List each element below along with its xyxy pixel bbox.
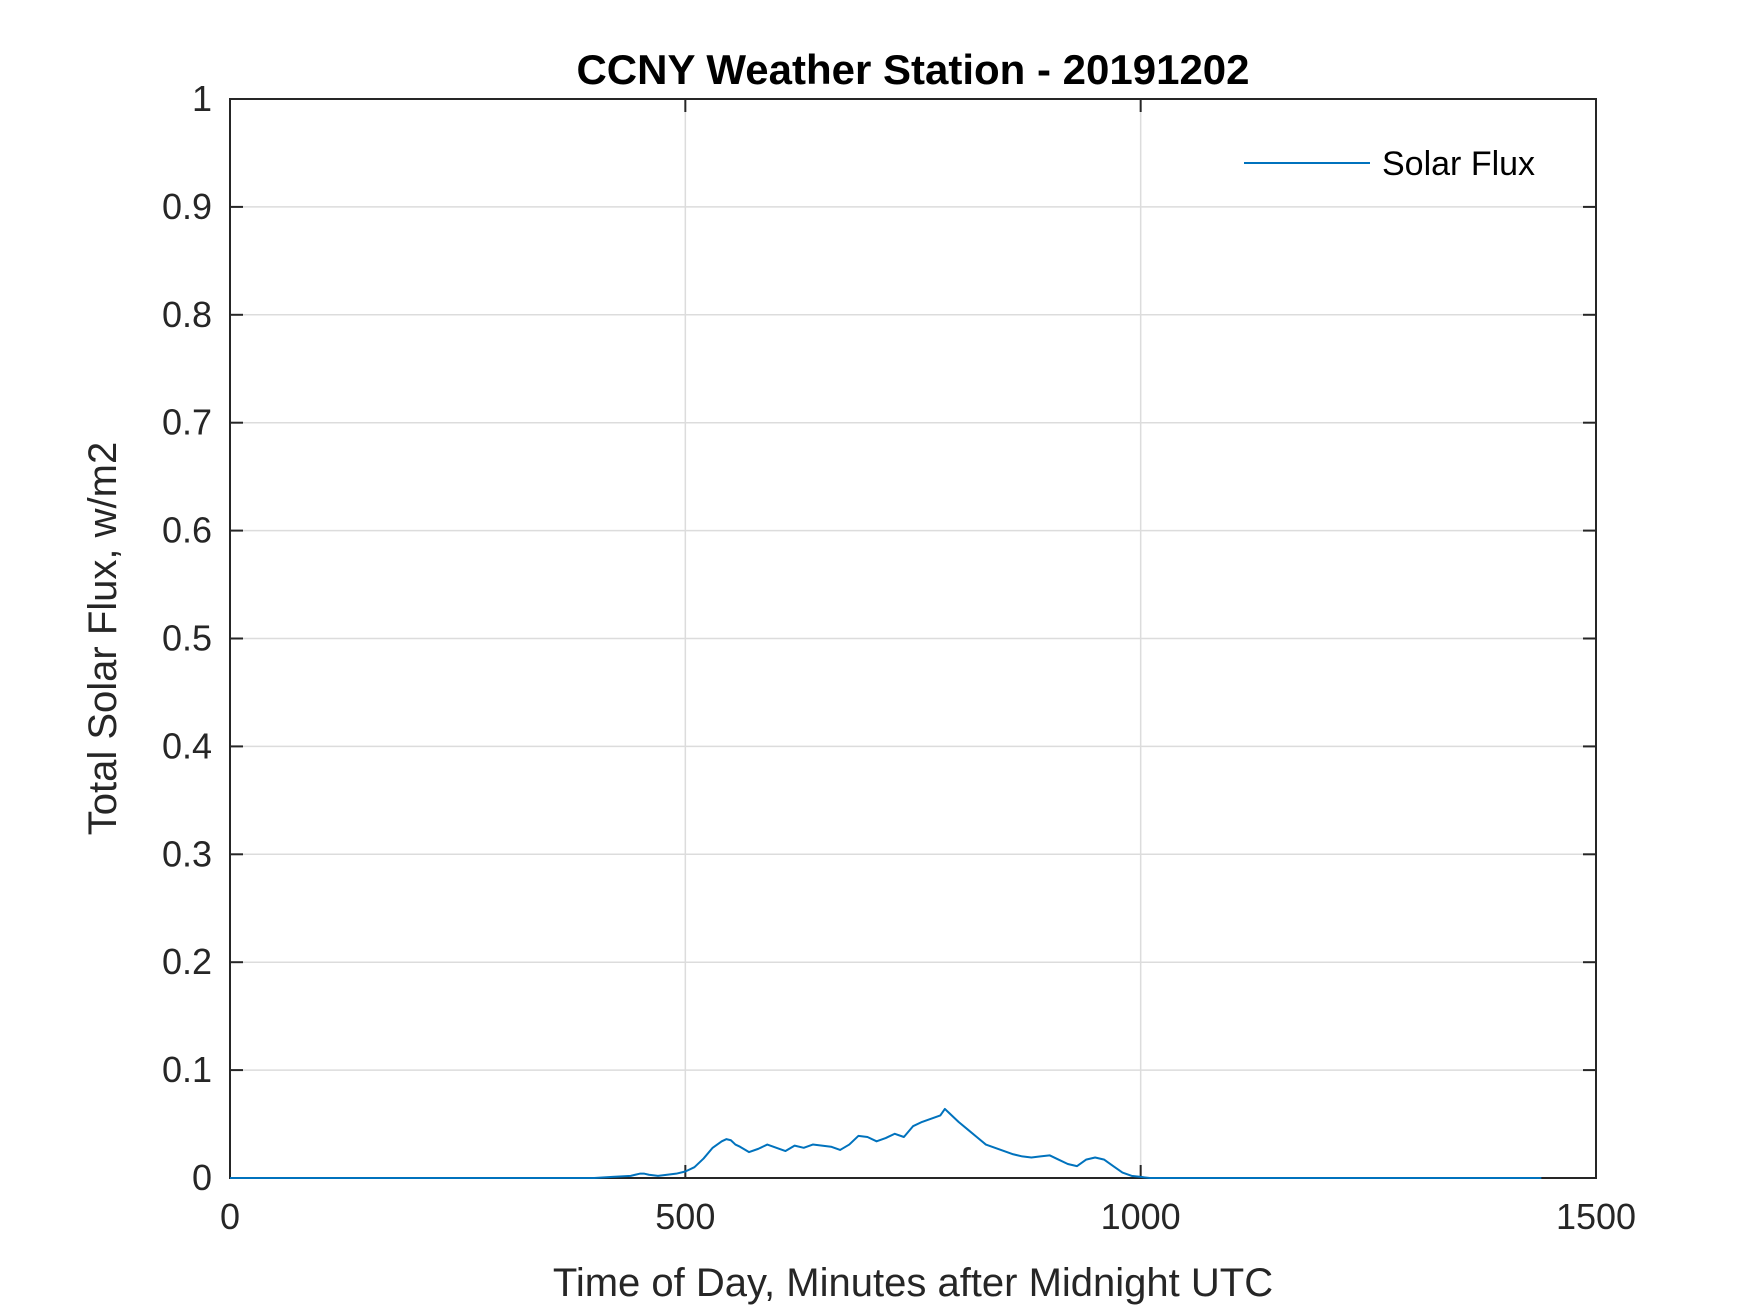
y-tick-label: 0.7 [162,402,212,443]
x-tick-label: 0 [220,1196,240,1237]
y-tick-label: 0.1 [162,1049,212,1090]
x-tick-labels: 0 500 1000 1500 [220,1196,1636,1237]
series-line-solar-flux [230,1107,1542,1179]
y-tick-label: 0.8 [162,294,212,335]
y-axis-label: Total Solar Flux, w/m2 [81,442,125,835]
series-group [230,1107,1542,1179]
legend-label-solar-flux: Solar Flux [1382,145,1535,183]
x-axis-label: Time of Day, Minutes after Midnight UTC [553,1261,1273,1305]
y-tick-label: 0.4 [162,725,212,766]
y-tick-label: 0.9 [162,186,212,227]
grid-lines [230,99,1596,1178]
chart-title: CCNY Weather Station - 20191202 [576,46,1249,93]
y-tick-label: 0 [192,1157,212,1198]
y-tick-label: 0.6 [162,510,212,551]
y-tick-label: 0.3 [162,833,212,874]
y-tick-label: 0.5 [162,618,212,659]
legend: Solar Flux [1244,145,1535,183]
x-tick-label: 1000 [1101,1196,1181,1237]
y-tick-labels: 0 0.1 0.2 0.3 0.4 0.5 0.6 0.7 0.8 0.9 1 [162,78,212,1198]
x-tick-label: 500 [655,1196,715,1237]
x-tick-label: 1500 [1556,1196,1636,1237]
y-tick-label: 1 [192,78,212,119]
y-tick-label: 0.2 [162,941,212,982]
